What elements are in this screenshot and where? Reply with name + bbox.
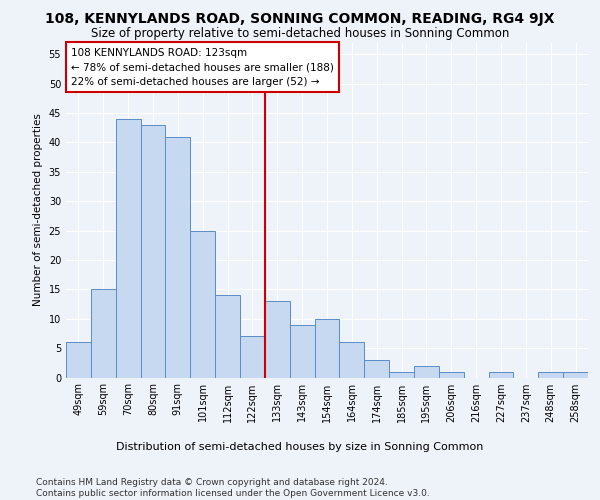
Bar [340,342,364,378]
Bar [314,318,340,378]
Text: 108 KENNYLANDS ROAD: 123sqm
← 78% of semi-detached houses are smaller (188)
22% : 108 KENNYLANDS ROAD: 123sqm ← 78% of sem… [71,48,334,87]
Bar [538,372,563,378]
Text: Distribution of semi-detached houses by size in Sonning Common: Distribution of semi-detached houses by … [116,442,484,452]
Bar [364,360,389,378]
Bar [488,372,514,378]
Text: Contains HM Land Registry data © Crown copyright and database right 2024.
Contai: Contains HM Land Registry data © Crown c… [36,478,430,498]
Bar [439,372,464,378]
Y-axis label: Number of semi-detached properties: Number of semi-detached properties [33,114,43,306]
Text: Size of property relative to semi-detached houses in Sonning Common: Size of property relative to semi-detach… [91,28,509,40]
Bar [265,301,290,378]
Bar [389,372,414,378]
Bar [290,324,314,378]
Bar [166,136,190,378]
Bar [240,336,265,378]
Bar [140,125,166,378]
Bar [414,366,439,378]
Bar [563,372,588,378]
Bar [91,290,116,378]
Bar [215,295,240,378]
Bar [116,119,140,378]
Text: 108, KENNYLANDS ROAD, SONNING COMMON, READING, RG4 9JX: 108, KENNYLANDS ROAD, SONNING COMMON, RE… [45,12,555,26]
Bar [66,342,91,378]
Bar [190,230,215,378]
